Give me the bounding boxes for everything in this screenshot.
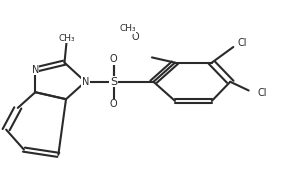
Text: N: N <box>32 65 39 75</box>
Text: Cl: Cl <box>258 88 267 98</box>
Text: S: S <box>110 77 117 87</box>
Text: CH₃: CH₃ <box>59 34 75 43</box>
Text: CH₃: CH₃ <box>119 24 136 33</box>
Text: O: O <box>110 54 117 64</box>
Text: O: O <box>110 99 117 109</box>
Text: N: N <box>82 77 89 87</box>
Text: O: O <box>131 31 139 42</box>
Text: Cl: Cl <box>238 38 247 48</box>
